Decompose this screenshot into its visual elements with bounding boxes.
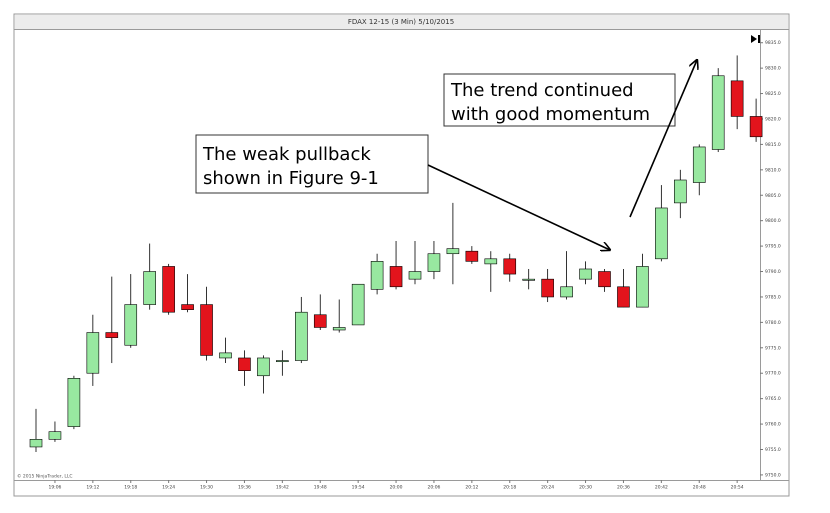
x-tick-label: 19:48 xyxy=(314,485,327,491)
y-tick-label: 9820.0 xyxy=(765,116,781,122)
y-tick-label: 9775.0 xyxy=(765,345,781,351)
copyright: © 2015 NinjaTrader, LLC xyxy=(17,473,72,480)
y-tick-label: 9780.0 xyxy=(765,320,781,326)
candle-body xyxy=(617,286,630,308)
x-tick-label: 19:06 xyxy=(48,485,61,491)
title-bar xyxy=(15,15,788,29)
annotation-box xyxy=(195,134,429,194)
candle-body xyxy=(636,266,649,308)
y-tick-label: 9790.0 xyxy=(765,269,781,275)
x-tick-label: 20:42 xyxy=(655,485,668,491)
x-tick-label: 20:18 xyxy=(503,485,516,491)
y-tick-label: 9830.0 xyxy=(765,66,781,72)
candle-body xyxy=(503,258,517,275)
candle-body xyxy=(86,332,100,374)
candle-body xyxy=(541,278,554,298)
candle-body xyxy=(294,311,308,361)
candle-body xyxy=(276,360,289,363)
candle-body xyxy=(522,278,536,281)
candle-body xyxy=(655,207,668,260)
x-tick-label: 19:42 xyxy=(276,485,289,491)
candle-body xyxy=(389,266,403,288)
candle-body xyxy=(730,80,744,117)
candle-body xyxy=(105,332,119,338)
annotations: The weak pullback shown in Figure 9-1 The … xyxy=(195,60,697,250)
x-tick-label: 19:24 xyxy=(162,485,175,491)
candle-body xyxy=(162,266,175,313)
candle-body xyxy=(484,258,498,265)
annotation-text: The weak pullback xyxy=(202,144,371,165)
candle-body xyxy=(692,146,706,183)
x-tick-label: 19:30 xyxy=(200,485,213,491)
chart-title: FDAX 12-15 (3 Min) 5/10/2015 xyxy=(348,18,454,26)
y-tick-label: 9770.0 xyxy=(765,371,781,377)
annotation-text: with good momentum xyxy=(451,104,650,125)
candle-body xyxy=(560,286,573,298)
candle-body xyxy=(749,116,763,138)
candle-body xyxy=(351,283,365,326)
candle-body xyxy=(143,271,156,305)
y-tick-label: 9825.0 xyxy=(765,91,781,97)
y-tick-label: 9805.0 xyxy=(765,193,781,199)
x-tick-label: 20:06 xyxy=(427,485,440,491)
candle-body xyxy=(332,327,346,331)
x-tick-label: 20:24 xyxy=(541,485,554,491)
annotation-text: The trend continued xyxy=(450,80,634,101)
candle-body xyxy=(238,357,251,371)
candle-body xyxy=(48,431,62,440)
candle-body xyxy=(598,271,611,288)
y-tick-label: 9785.0 xyxy=(765,294,781,300)
annotation-box xyxy=(443,73,676,127)
x-tick-label: 19:12 xyxy=(86,485,99,491)
candle-body xyxy=(200,304,213,356)
x-tick-label: 19:54 xyxy=(352,485,365,491)
candle-body xyxy=(124,304,138,346)
y-tick-label: 9765.0 xyxy=(765,396,781,402)
candle-body xyxy=(370,261,384,290)
x-tick-label: 20:30 xyxy=(579,485,592,491)
x-tick-label: 20:00 xyxy=(390,485,403,491)
candle-body xyxy=(257,357,270,377)
y-tick-label: 9815.0 xyxy=(765,142,781,148)
candle-body xyxy=(579,268,592,280)
candle-body xyxy=(408,271,422,280)
annotation-arrow xyxy=(427,164,610,250)
annotation-text: shown in Figure 9-1 xyxy=(203,168,379,189)
x-tick-label: 20:54 xyxy=(731,485,744,491)
annotation-arrow xyxy=(629,60,697,218)
y-tick-label: 9835.0 xyxy=(765,40,781,46)
candle-body xyxy=(427,253,441,272)
candle-body xyxy=(219,352,232,359)
candle-body xyxy=(67,378,81,427)
y-tick-label: 9760.0 xyxy=(765,422,781,428)
scroll-end-button[interactable] xyxy=(751,35,760,43)
candle-body xyxy=(446,248,460,255)
x-tick-label: 20:48 xyxy=(693,485,706,491)
candle-body xyxy=(673,179,687,204)
y-tick-label: 9750.0 xyxy=(765,472,781,478)
candle-body xyxy=(29,439,43,448)
candle-body xyxy=(465,250,479,262)
candle-body xyxy=(313,314,327,328)
y-tick-label: 9800.0 xyxy=(765,218,781,224)
candle-body xyxy=(711,75,725,150)
x-tick-label: 20:12 xyxy=(465,485,478,491)
y-tick-label: 9795.0 xyxy=(765,244,781,250)
x-tick-label: 19:18 xyxy=(124,485,137,491)
y-tick-label: 9755.0 xyxy=(765,447,781,453)
x-tick-label: 19:36 xyxy=(238,485,251,491)
x-tick-label: 20:36 xyxy=(617,485,630,491)
y-tick-label: 9810.0 xyxy=(765,167,781,173)
candle-body xyxy=(181,304,194,310)
